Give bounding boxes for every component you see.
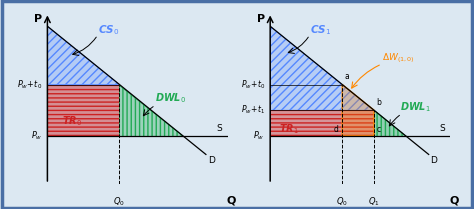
Text: Q: Q bbox=[227, 196, 236, 206]
Text: $P_w$: $P_w$ bbox=[253, 130, 265, 142]
Text: DWL$_0$: DWL$_0$ bbox=[155, 92, 187, 106]
Polygon shape bbox=[374, 110, 406, 136]
Text: Q: Q bbox=[449, 196, 458, 206]
Text: $Q_0$: $Q_0$ bbox=[336, 196, 348, 208]
Text: $P_w$: $P_w$ bbox=[30, 130, 42, 142]
Text: d: d bbox=[334, 125, 338, 134]
Text: c: c bbox=[377, 125, 381, 134]
Text: D: D bbox=[430, 156, 438, 165]
Text: P: P bbox=[257, 14, 265, 24]
Text: CS$_0$: CS$_0$ bbox=[98, 23, 119, 37]
Text: D: D bbox=[208, 156, 215, 165]
Polygon shape bbox=[119, 84, 183, 136]
Text: CS$_1$: CS$_1$ bbox=[310, 23, 331, 37]
Text: P: P bbox=[34, 14, 43, 24]
Text: TR$_0$: TR$_0$ bbox=[62, 114, 82, 128]
Text: $P_w\!+\!t_1$: $P_w\!+\!t_1$ bbox=[241, 104, 265, 116]
Polygon shape bbox=[270, 110, 374, 136]
Text: S: S bbox=[439, 124, 445, 133]
Text: DWL$_1$: DWL$_1$ bbox=[400, 100, 431, 114]
Text: $P_w\!+\!t_0$: $P_w\!+\!t_0$ bbox=[17, 78, 42, 91]
Text: $Q_1$: $Q_1$ bbox=[368, 196, 380, 208]
Polygon shape bbox=[342, 84, 374, 136]
Text: $\Delta W_{(1,0)}$: $\Delta W_{(1,0)}$ bbox=[382, 51, 415, 65]
Text: S: S bbox=[216, 124, 222, 133]
Text: TR$_1$: TR$_1$ bbox=[279, 122, 299, 136]
Polygon shape bbox=[47, 26, 119, 84]
Polygon shape bbox=[270, 26, 374, 110]
Text: $P_w\!+\!t_0$: $P_w\!+\!t_0$ bbox=[241, 78, 265, 91]
Polygon shape bbox=[47, 84, 119, 136]
Text: a: a bbox=[345, 72, 350, 81]
Text: $Q_0$: $Q_0$ bbox=[113, 196, 126, 208]
Text: b: b bbox=[377, 98, 382, 107]
